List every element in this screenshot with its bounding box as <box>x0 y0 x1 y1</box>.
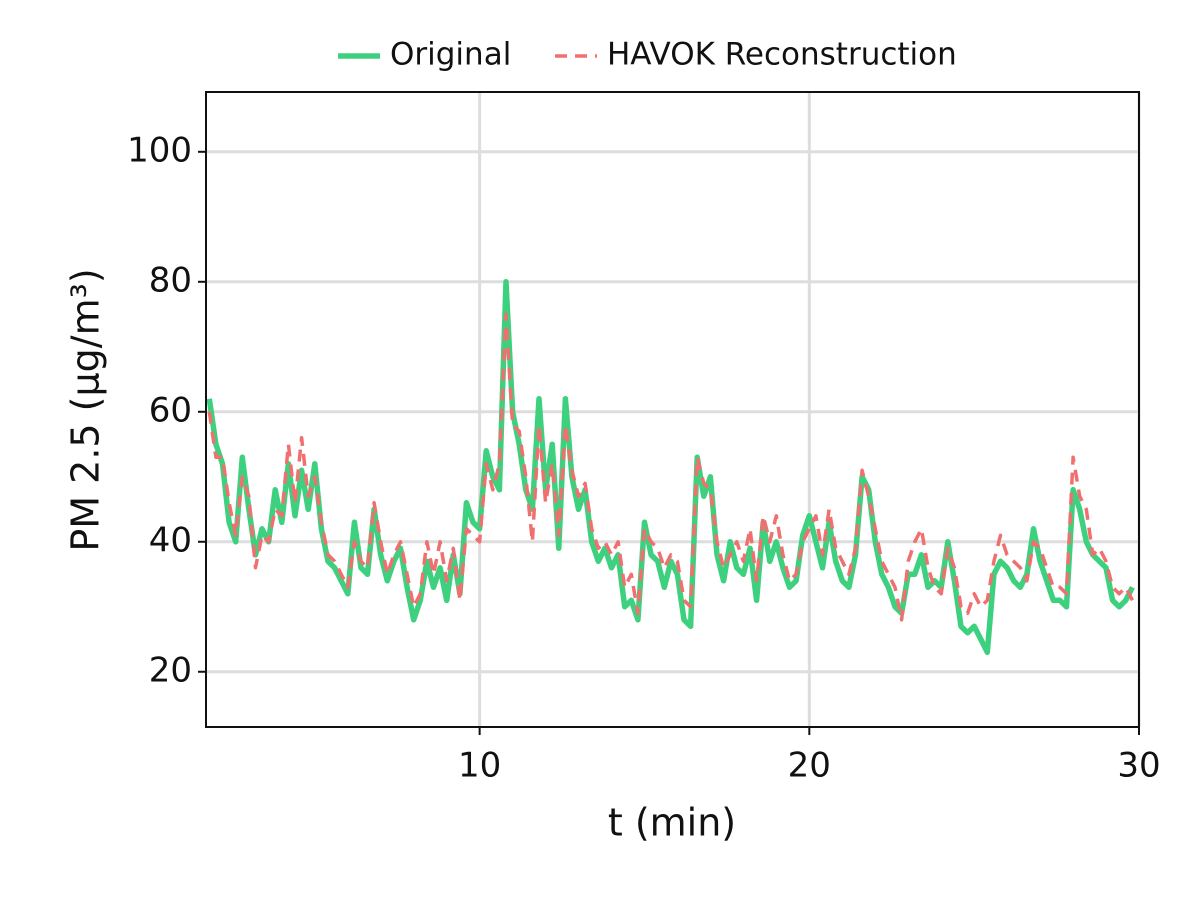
plot-frame <box>205 91 1140 728</box>
y-tick-label: 100 <box>127 130 192 170</box>
y-tick-label: 40 <box>149 520 192 560</box>
series-line <box>207 312 1134 622</box>
legend-label: Original <box>390 37 511 73</box>
y-tick-label: 80 <box>149 260 192 300</box>
y-tick-label: 20 <box>149 650 192 690</box>
y-axis-label: PM 2.5 (μg/m³) <box>64 268 108 551</box>
plot-background <box>206 92 1139 727</box>
legend-label: HAVOK Reconstruction <box>607 37 957 73</box>
x-axis-label: t (min) <box>608 801 736 845</box>
x-tick-label: 10 <box>458 746 501 786</box>
x-tick-label: 20 <box>788 746 831 786</box>
y-tick-label: 60 <box>149 390 192 430</box>
x-tick-label: 30 <box>1117 746 1160 786</box>
series-line <box>206 279 1135 656</box>
